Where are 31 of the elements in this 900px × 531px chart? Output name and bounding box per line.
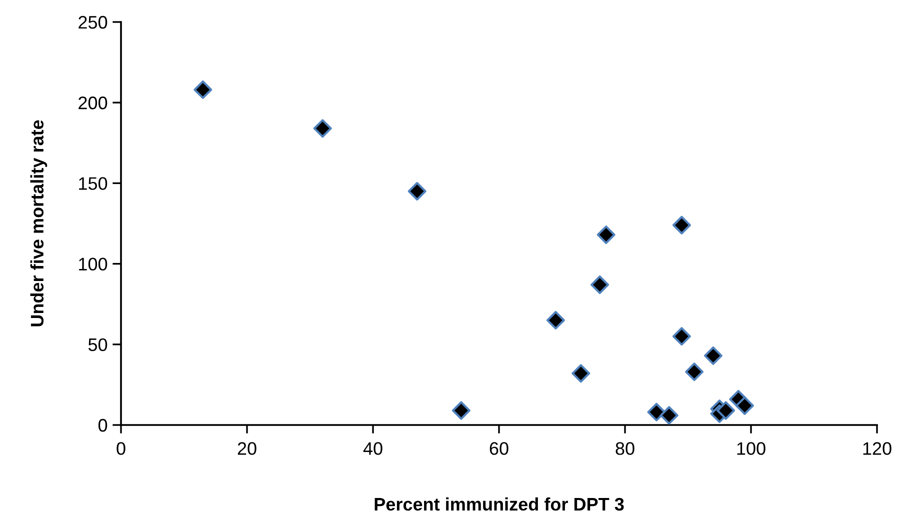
x-axis-title: Percent immunized for DPT 3 (374, 497, 624, 511)
x-tick-label: 20 (238, 442, 256, 455)
point (716, 401, 736, 420)
point (685, 362, 704, 382)
point (596, 226, 616, 244)
y-tick-label: 100 (79, 258, 108, 271)
x-tick-label: 100 (737, 442, 766, 455)
x-tick-label: 80 (616, 442, 634, 455)
y-tick-label: 200 (78, 96, 108, 110)
x-tick-label: 40 (363, 442, 382, 455)
point (572, 364, 590, 383)
point (735, 396, 754, 415)
point (672, 216, 691, 234)
point (194, 80, 212, 99)
y-tick-label: 0 (98, 418, 108, 432)
point (660, 406, 678, 425)
point (313, 119, 332, 138)
x-tick-label: 120 (863, 442, 892, 455)
point (408, 182, 426, 201)
point (672, 327, 691, 346)
x-tick-label: 0 (116, 442, 126, 455)
point (647, 402, 666, 422)
point (590, 275, 610, 294)
y-tick-label: 250 (78, 16, 108, 29)
point (704, 346, 722, 365)
point (546, 310, 565, 330)
x-tick-label: 60 (490, 442, 508, 455)
y-axis-title: Under five mortality rate (30, 120, 48, 326)
y-tick-label: 150 (79, 177, 108, 190)
y-tick-label: 50 (88, 338, 108, 352)
point (452, 401, 470, 420)
